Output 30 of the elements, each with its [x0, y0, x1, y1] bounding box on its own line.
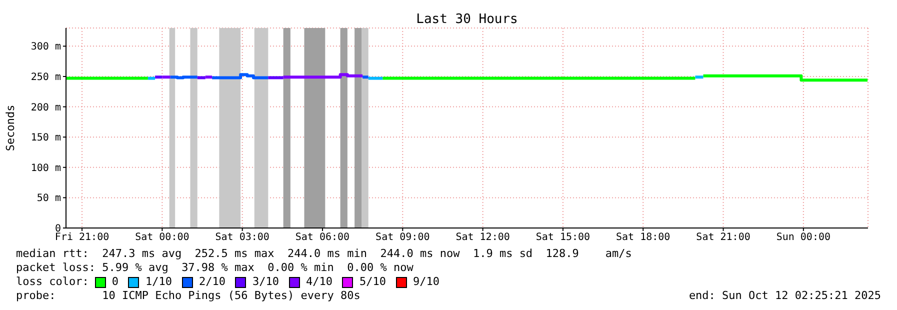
legend-label: 4/10: [306, 275, 332, 289]
x-tick-label: Sat 18:00: [616, 232, 670, 244]
legend-label: 3/10: [252, 275, 279, 289]
legend-label: 2/10: [198, 275, 226, 289]
y-tick-label: 50 m: [36, 193, 61, 204]
legend-title: loss color:: [16, 275, 89, 289]
legend-label: 9/10: [412, 275, 440, 289]
legend-label: 1/10: [145, 275, 172, 289]
y-tick-label: 100 m: [30, 162, 61, 174]
text: end: Sun Oct 12 02:25:21 2025: [688, 289, 881, 303]
x-tick-label: Fri 21:00: [54, 232, 110, 244]
y-axis-title: Seconds: [4, 104, 17, 152]
x-tick-label: Sat 09:00: [376, 232, 430, 244]
legend-label: 5/10: [359, 275, 386, 289]
text: probe: 10 ICMP Echo Pings (56 Bytes) every 80s: [16, 289, 360, 303]
text: packet loss: 5.99 % avg 37.98 % max 0.00 % min 0.00 % now: [16, 261, 414, 275]
chart-title: Last 30 Hours: [415, 12, 519, 27]
y-tick-label: 250 m: [30, 72, 61, 84]
legend-label: 0: [112, 275, 118, 289]
x-tick-label: Sat 06:00: [295, 232, 350, 244]
y-tick-label: 150 m: [30, 132, 61, 144]
y-tick-label: 300 m: [30, 42, 61, 53]
x-tick-label: Sat 15:00: [536, 232, 590, 244]
y-tick-label: 200 m: [30, 102, 61, 114]
x-tick-label: Sat 03:00: [215, 232, 270, 244]
text: median rtt: 247.3 ms avg 252.5 ms max 244.0 ms min 244.0 ms now 1.9 ms sd 128.9 am/s: [16, 247, 633, 261]
x-tick-label: Sat 12:00: [456, 232, 510, 244]
x-tick-label: Sat 00:00: [135, 232, 190, 244]
x-tick-label: Sat 21:00: [696, 232, 750, 244]
x-tick-label: Sun 00:00: [776, 232, 831, 244]
